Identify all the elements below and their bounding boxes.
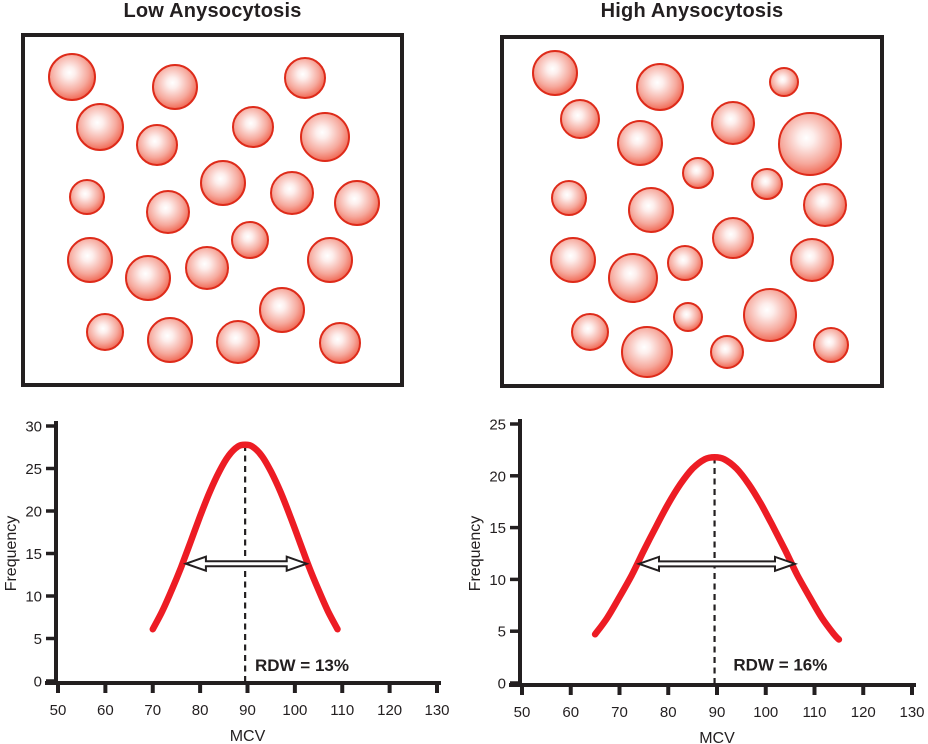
- rbc-cell: [710, 335, 744, 369]
- rbc-cell: [551, 180, 587, 216]
- rbc-cell: [743, 288, 797, 342]
- y-tick-label: 20: [489, 468, 506, 485]
- rbc-cell: [185, 246, 229, 290]
- rbc-cell: [628, 187, 674, 233]
- y-tick-label: 5: [498, 624, 506, 641]
- y-tick-label: 15: [25, 546, 42, 563]
- panel-title-high: High Anysocytosis: [600, 0, 784, 22]
- x-tick-label: 110: [330, 702, 354, 719]
- rbc-cell: [621, 326, 673, 378]
- rbc-panel-high: [500, 35, 884, 388]
- x-tick-label: 70: [611, 704, 628, 721]
- rbc-cell: [232, 106, 274, 148]
- rbc-cell: [532, 50, 578, 96]
- x-tick-label: 100: [282, 702, 307, 719]
- rdw-value-label: RDW = 13%: [255, 656, 349, 675]
- rbc-cell: [813, 327, 849, 363]
- y-tick-label: 0: [34, 674, 42, 691]
- bell-curve: [149, 441, 341, 633]
- rbc-cell: [152, 64, 198, 110]
- y-tick-label: 25: [489, 417, 506, 434]
- x-tick-label: 110: [803, 704, 827, 721]
- x-tick-label: 90: [709, 704, 726, 721]
- x-tick-label: 90: [239, 702, 256, 719]
- rbc-cell: [712, 217, 754, 259]
- rbc-cell: [608, 253, 658, 303]
- rbc-cell: [67, 237, 113, 283]
- rbc-cell: [667, 245, 703, 281]
- rbc-cell: [147, 317, 193, 363]
- rbc-cell: [307, 237, 353, 283]
- x-tick-label: 120: [377, 702, 402, 719]
- x-tick-label: 50: [514, 704, 531, 721]
- rbc-cell: [769, 67, 799, 97]
- x-axis-title: MCV: [230, 728, 266, 744]
- rbc-cell: [778, 112, 842, 176]
- rbc-cell: [711, 101, 755, 145]
- rbc-cell: [69, 179, 105, 215]
- rbc-cell: [617, 120, 663, 166]
- rbc-cell: [571, 313, 609, 351]
- rbc-cell: [216, 320, 260, 364]
- rdw-value-label: RDW = 16%: [733, 656, 827, 675]
- x-tick-label: 100: [753, 704, 778, 721]
- y-tick-label: 20: [25, 504, 42, 521]
- y-tick-label: 0: [498, 676, 506, 693]
- rbc-cell: [300, 112, 350, 162]
- rbc-cell: [231, 221, 269, 259]
- y-axis-title: Frequency: [3, 516, 20, 592]
- x-tick-label: 50: [50, 702, 67, 719]
- rdw-width-arrow: [182, 555, 310, 573]
- rbc-cell: [550, 237, 596, 283]
- rbc-cell: [334, 180, 380, 226]
- x-tick-label: 60: [97, 702, 114, 719]
- rbc-cell: [803, 183, 847, 227]
- chart-high-rdw: 0 5 10 15 20 25 50 60 70 80 90 100 110 120 130 Frequenc…: [467, 417, 925, 744]
- rbc-cell: [636, 63, 684, 111]
- y-tick-label: 25: [25, 461, 42, 478]
- rbc-cell: [673, 302, 703, 332]
- rbc-cell: [319, 322, 361, 364]
- rbc-cell: [790, 238, 834, 282]
- rbc-cell: [86, 313, 124, 351]
- y-axis-title: Frequency: [467, 516, 484, 592]
- chart-low-rdw: 0 5 10 15 20 25 30 50 60 70 80 90 100 110 120 130 Freque…: [3, 419, 450, 744]
- x-tick-label: 130: [424, 702, 449, 719]
- x-tick-label: 60: [562, 704, 579, 721]
- x-tick-label: 120: [851, 704, 876, 721]
- y-tick-label: 30: [25, 419, 42, 436]
- rbc-cell: [560, 99, 600, 139]
- x-tick-label: 130: [899, 704, 924, 721]
- y-tick-label: 10: [25, 589, 42, 606]
- x-tick-label: 70: [144, 702, 161, 719]
- x-tick-label: 80: [192, 702, 209, 719]
- panel-title-low: Low Anysocytosis: [123, 0, 302, 22]
- rbc-cell: [270, 171, 314, 215]
- rbc-cell: [125, 255, 171, 301]
- y-tick-label: 5: [34, 631, 42, 648]
- rbc-cell: [136, 124, 178, 166]
- rbc-cell: [284, 57, 326, 99]
- bell-curve: [591, 453, 843, 643]
- rbc-cell: [146, 190, 190, 234]
- rbc-cell: [682, 157, 714, 189]
- x-tick-label: 80: [660, 704, 677, 721]
- rbc-cell: [751, 168, 783, 200]
- x-axis-title: MCV: [699, 730, 735, 744]
- rbc-panel-low: [21, 33, 404, 387]
- rbc-cell: [76, 103, 124, 151]
- y-tick-label: 15: [489, 520, 506, 537]
- rbc-cell: [48, 53, 96, 101]
- y-tick-label: 10: [489, 572, 506, 589]
- rbc-cell: [200, 160, 246, 206]
- rbc-cell: [259, 287, 305, 333]
- rdw-width-arrow: [635, 555, 799, 573]
